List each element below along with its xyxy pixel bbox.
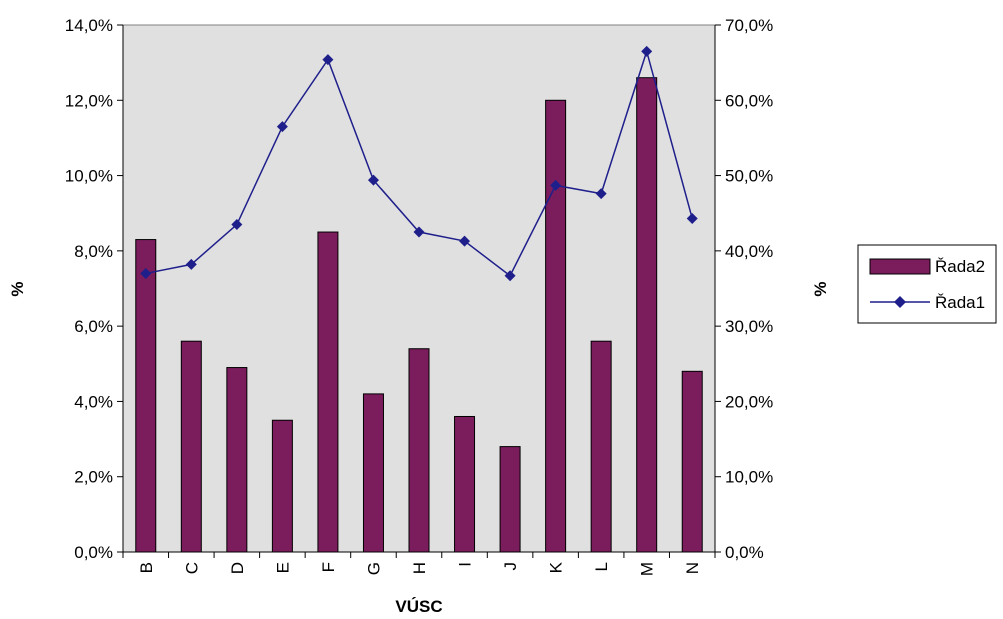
bar-G (362, 393, 384, 553)
right-tick-label: 0,0% (725, 543, 764, 562)
point-C (185, 258, 197, 270)
point-F (322, 54, 334, 66)
right-axis-title: % (811, 281, 830, 296)
x-axis: B C D E F G H I J K L M N (122, 551, 716, 576)
point-D (231, 219, 243, 231)
point-G (367, 174, 379, 186)
left-tick-label: 12,0% (65, 91, 113, 110)
right-tick-label: 50,0% (725, 167, 773, 186)
bar-L (590, 340, 612, 553)
bar-K (545, 99, 567, 553)
bar-M (636, 77, 658, 553)
x-tick-label: B (137, 562, 156, 573)
x-tick-label: J (501, 562, 520, 571)
point-B (140, 267, 152, 279)
left-tick-label: 2,0% (74, 468, 113, 487)
point-L (595, 188, 607, 200)
point-E (276, 121, 288, 133)
line-series (140, 45, 698, 282)
right-tick-label: 20,0% (725, 392, 773, 411)
left-tick-label: 4,0% (74, 392, 113, 411)
legend: Řada2 Řada1 (857, 244, 997, 324)
x-tick-label: E (273, 562, 292, 573)
x-tick-label: M (638, 562, 657, 576)
right-tick-label: 60,0% (725, 91, 773, 110)
bar-series (135, 77, 703, 553)
bar-I (454, 415, 476, 553)
left-tick-label: 6,0% (74, 317, 113, 336)
bar-C (180, 340, 202, 553)
left-tick-label: 8,0% (74, 242, 113, 261)
legend-box (857, 244, 997, 324)
right-tick-label: 30,0% (725, 317, 773, 336)
right-tick-label: 40,0% (725, 242, 773, 261)
x-tick-label: C (182, 562, 201, 574)
x-tick-label: F (319, 562, 338, 572)
bar-J (499, 446, 521, 553)
legend-label-rada2: Řada2 (935, 257, 985, 276)
point-J (504, 270, 516, 282)
point-I (459, 235, 471, 247)
legend-swatch-rada2 (869, 258, 931, 275)
x-tick-label: L (592, 562, 611, 571)
bar-E (271, 419, 293, 553)
x-tick-label: K (547, 561, 566, 573)
bar-F (317, 231, 339, 553)
bar-B (135, 239, 157, 553)
x-tick-label: D (228, 562, 247, 574)
left-axis: 0,0% 2,0% 4,0% 6,0% 8,0% 10,0% 12,0% 14,0% (65, 16, 124, 562)
point-K (550, 179, 562, 191)
bar-D (226, 367, 248, 553)
point-H (413, 226, 425, 238)
right-axis: 0,0% 10,0% 20,0% 30,0% 40,0% 50,0% 60,0% 70,0% (714, 16, 773, 562)
x-tick-label: H (410, 562, 429, 574)
point-M (641, 45, 653, 57)
x-tick-label: N (683, 562, 702, 574)
point-N (686, 212, 698, 224)
bar-H (408, 348, 430, 553)
x-tick-label: G (364, 562, 383, 575)
right-tick-label: 10,0% (725, 468, 773, 487)
legend-label-rada1: Řada1 (935, 293, 985, 312)
left-tick-label: 14,0% (65, 16, 113, 35)
left-tick-label: 10,0% (65, 167, 113, 186)
legend-marker-rada1 (894, 296, 906, 308)
left-tick-label: 0,0% (74, 543, 113, 562)
x-tick-label: I (456, 562, 475, 567)
right-tick-label: 70,0% (725, 16, 773, 35)
bar-N (681, 370, 703, 553)
x-axis-title: VÚSC (395, 597, 442, 616)
left-axis-title: % (8, 281, 27, 296)
